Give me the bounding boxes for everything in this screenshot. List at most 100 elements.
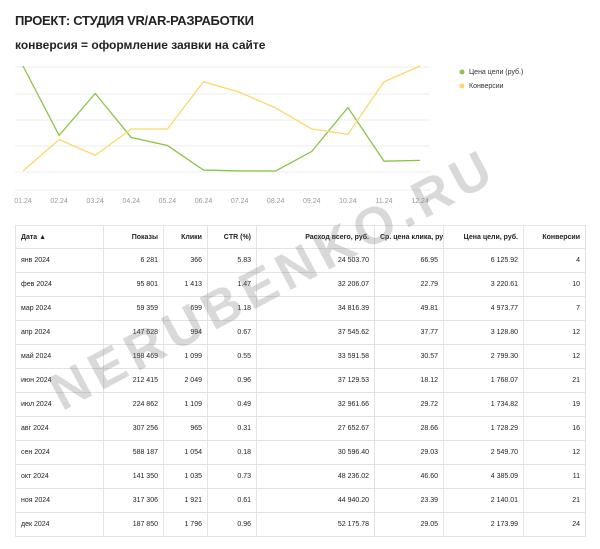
table-row: апр 2024 147 628 994 0.67 37 545.62 37.77 3 12… [15,320,586,345]
table-cell: 10 [523,272,586,297]
table-cell: 965 [163,416,208,441]
table-cell: 0.96 [207,512,257,537]
table-cell: июл 2024 [15,392,104,417]
table-cell: 24 [523,512,586,537]
x-tick-label: 12.24 [411,198,429,205]
table-cell: 0.31 [207,416,257,441]
table-row: авг 2024 307 256 965 0.31 27 652.67 28.66 1 72… [15,416,586,441]
table-cell: сен 2024 [15,440,104,465]
table-cell: 21 [523,368,586,393]
x-tick-label: 06.24 [195,198,213,205]
table-cell: 3 128.80 [443,320,524,345]
table-cell: апр 2024 [15,320,104,345]
table-cell: 37 129.53 [256,368,375,393]
table-row: май 2024 198 469 1 099 0.55 33 591.58 30.57 2 … [15,344,586,369]
table-row: янв 2024 6 281 366 5.83 24 503.70 66.95 6 125.… [15,248,586,273]
table-cell: 22.79 [374,272,444,297]
table-cell: 12 [523,320,586,345]
table-cell: 4 385.09 [443,464,524,489]
subtitle: конверсия = оформление заявки на сайте [15,38,266,52]
table-cell: 212 415 [103,368,164,393]
x-tick-label: 04.24 [123,198,141,205]
table-cell: 1 796 [163,512,208,537]
table-cell: 317 306 [103,488,164,513]
table-cell: 4 973.77 [443,296,524,321]
table-cell: 1.47 [207,272,257,297]
table-cell: 147 628 [103,320,164,345]
x-tick-label: 09.24 [303,198,321,205]
table-cell: 44 940.20 [256,488,375,513]
table-cell: 18.12 [374,368,444,393]
table-cell: 198 469 [103,344,164,369]
table-cell: 0.55 [207,344,257,369]
column-header: Клики [163,225,208,249]
header-row: Дата ▲ Показы Клики CTR (%) Расход всего, ру… [15,225,586,249]
table-cell: 0.73 [207,464,257,489]
x-tick-label: 10.24 [339,198,357,205]
x-tick-label: 02.24 [50,198,68,205]
table-row: фев 2024 95 801 1 413 1.47 32 206.07 22.79 3 2… [15,272,586,297]
table-cell: авг 2024 [15,416,104,441]
column-header[interactable]: Дата ▲ [15,225,104,249]
table-row: ноя 2024 317 306 1 921 0.61 44 940.20 23.39 2 … [15,488,586,513]
table-row: июн 2024 212 415 2 049 0.96 37 129.53 18.12 1 … [15,368,586,393]
table-cell: 11 [523,464,586,489]
table-cell: 699 [163,296,208,321]
column-header: Цена цели, руб. [443,225,524,249]
table-cell: 0.67 [207,320,257,345]
table-cell: 28.66 [374,416,444,441]
table-cell: 49.81 [374,296,444,321]
table-cell: 33 591.58 [256,344,375,369]
table-cell: 1 921 [163,488,208,513]
column-header: CTR (%) [207,225,257,249]
legend-marker [459,83,465,89]
table-cell: 52 175.78 [256,512,375,537]
table-cell: 1 728.29 [443,416,524,441]
table-cell: 2 549.70 [443,440,524,465]
table-cell: ноя 2024 [15,488,104,513]
table-cell: 1 734.82 [443,392,524,417]
table-cell: 588 187 [103,440,164,465]
table-row: дек 2024 187 850 1 796 0.96 52 175.78 29.05 2 … [15,512,586,537]
table-cell: 3 220.61 [443,272,524,297]
x-tick-label: 03.24 [86,198,104,205]
table-row: сен 2024 588 187 1 054 0.18 30 596.40 29.03 2 … [15,440,586,465]
table-cell: 29.03 [374,440,444,465]
x-tick-label: 11.24 [376,198,393,205]
table-cell: фев 2024 [15,272,104,297]
column-header: Конверсии [523,225,586,249]
table-cell: 29.72 [374,392,444,417]
table-cell: 0.49 [207,392,257,417]
column-header: Расход всего, руб. [256,225,375,249]
table-cell: 6 281 [103,248,164,273]
table-cell: окт 2024 [15,464,104,489]
table-cell: 1 099 [163,344,208,369]
x-tick-label: 05.24 [159,198,177,205]
table-cell: 30 596.40 [256,440,375,465]
table-cell: янв 2024 [15,248,104,273]
x-tick-label: 01.24 [14,198,32,205]
legend-label: Цена цели (руб.) [469,68,523,76]
table-cell: 16 [523,416,586,441]
grid [15,66,430,191]
data-table: Дата ▲ Показы Клики CTR (%) Расход всего, ру… [15,225,586,537]
title: ПРОЕКТ: СТУДИЯ VR/AR-РАЗРАБОТКИ [15,13,254,28]
table-cell: 994 [163,320,208,345]
table-cell: 19 [523,392,586,417]
table-cell: 2 140.01 [443,488,524,513]
table-cell: 5.83 [207,248,257,273]
table-cell: июн 2024 [15,368,104,393]
table-cell: 48 236.02 [256,464,375,489]
table-cell: 1 035 [163,464,208,489]
table-cell: 27 652.67 [256,416,375,441]
table-cell: 21 [523,488,586,513]
chart: 01.24 02.24 03.24 04.24 05.24 06.24 07.24 08.24… [14,65,523,205]
table-cell: 1 054 [163,440,208,465]
table-cell: 141 350 [103,464,164,489]
table-row: мар 2024 59 359 699 1.18 34 816.39 49.81 4 973… [15,296,586,321]
table-cell: 30.57 [374,344,444,369]
table-cell: 23.39 [374,488,444,513]
table-cell: 0.61 [207,488,257,513]
table-cell: 1 768.07 [443,368,524,393]
